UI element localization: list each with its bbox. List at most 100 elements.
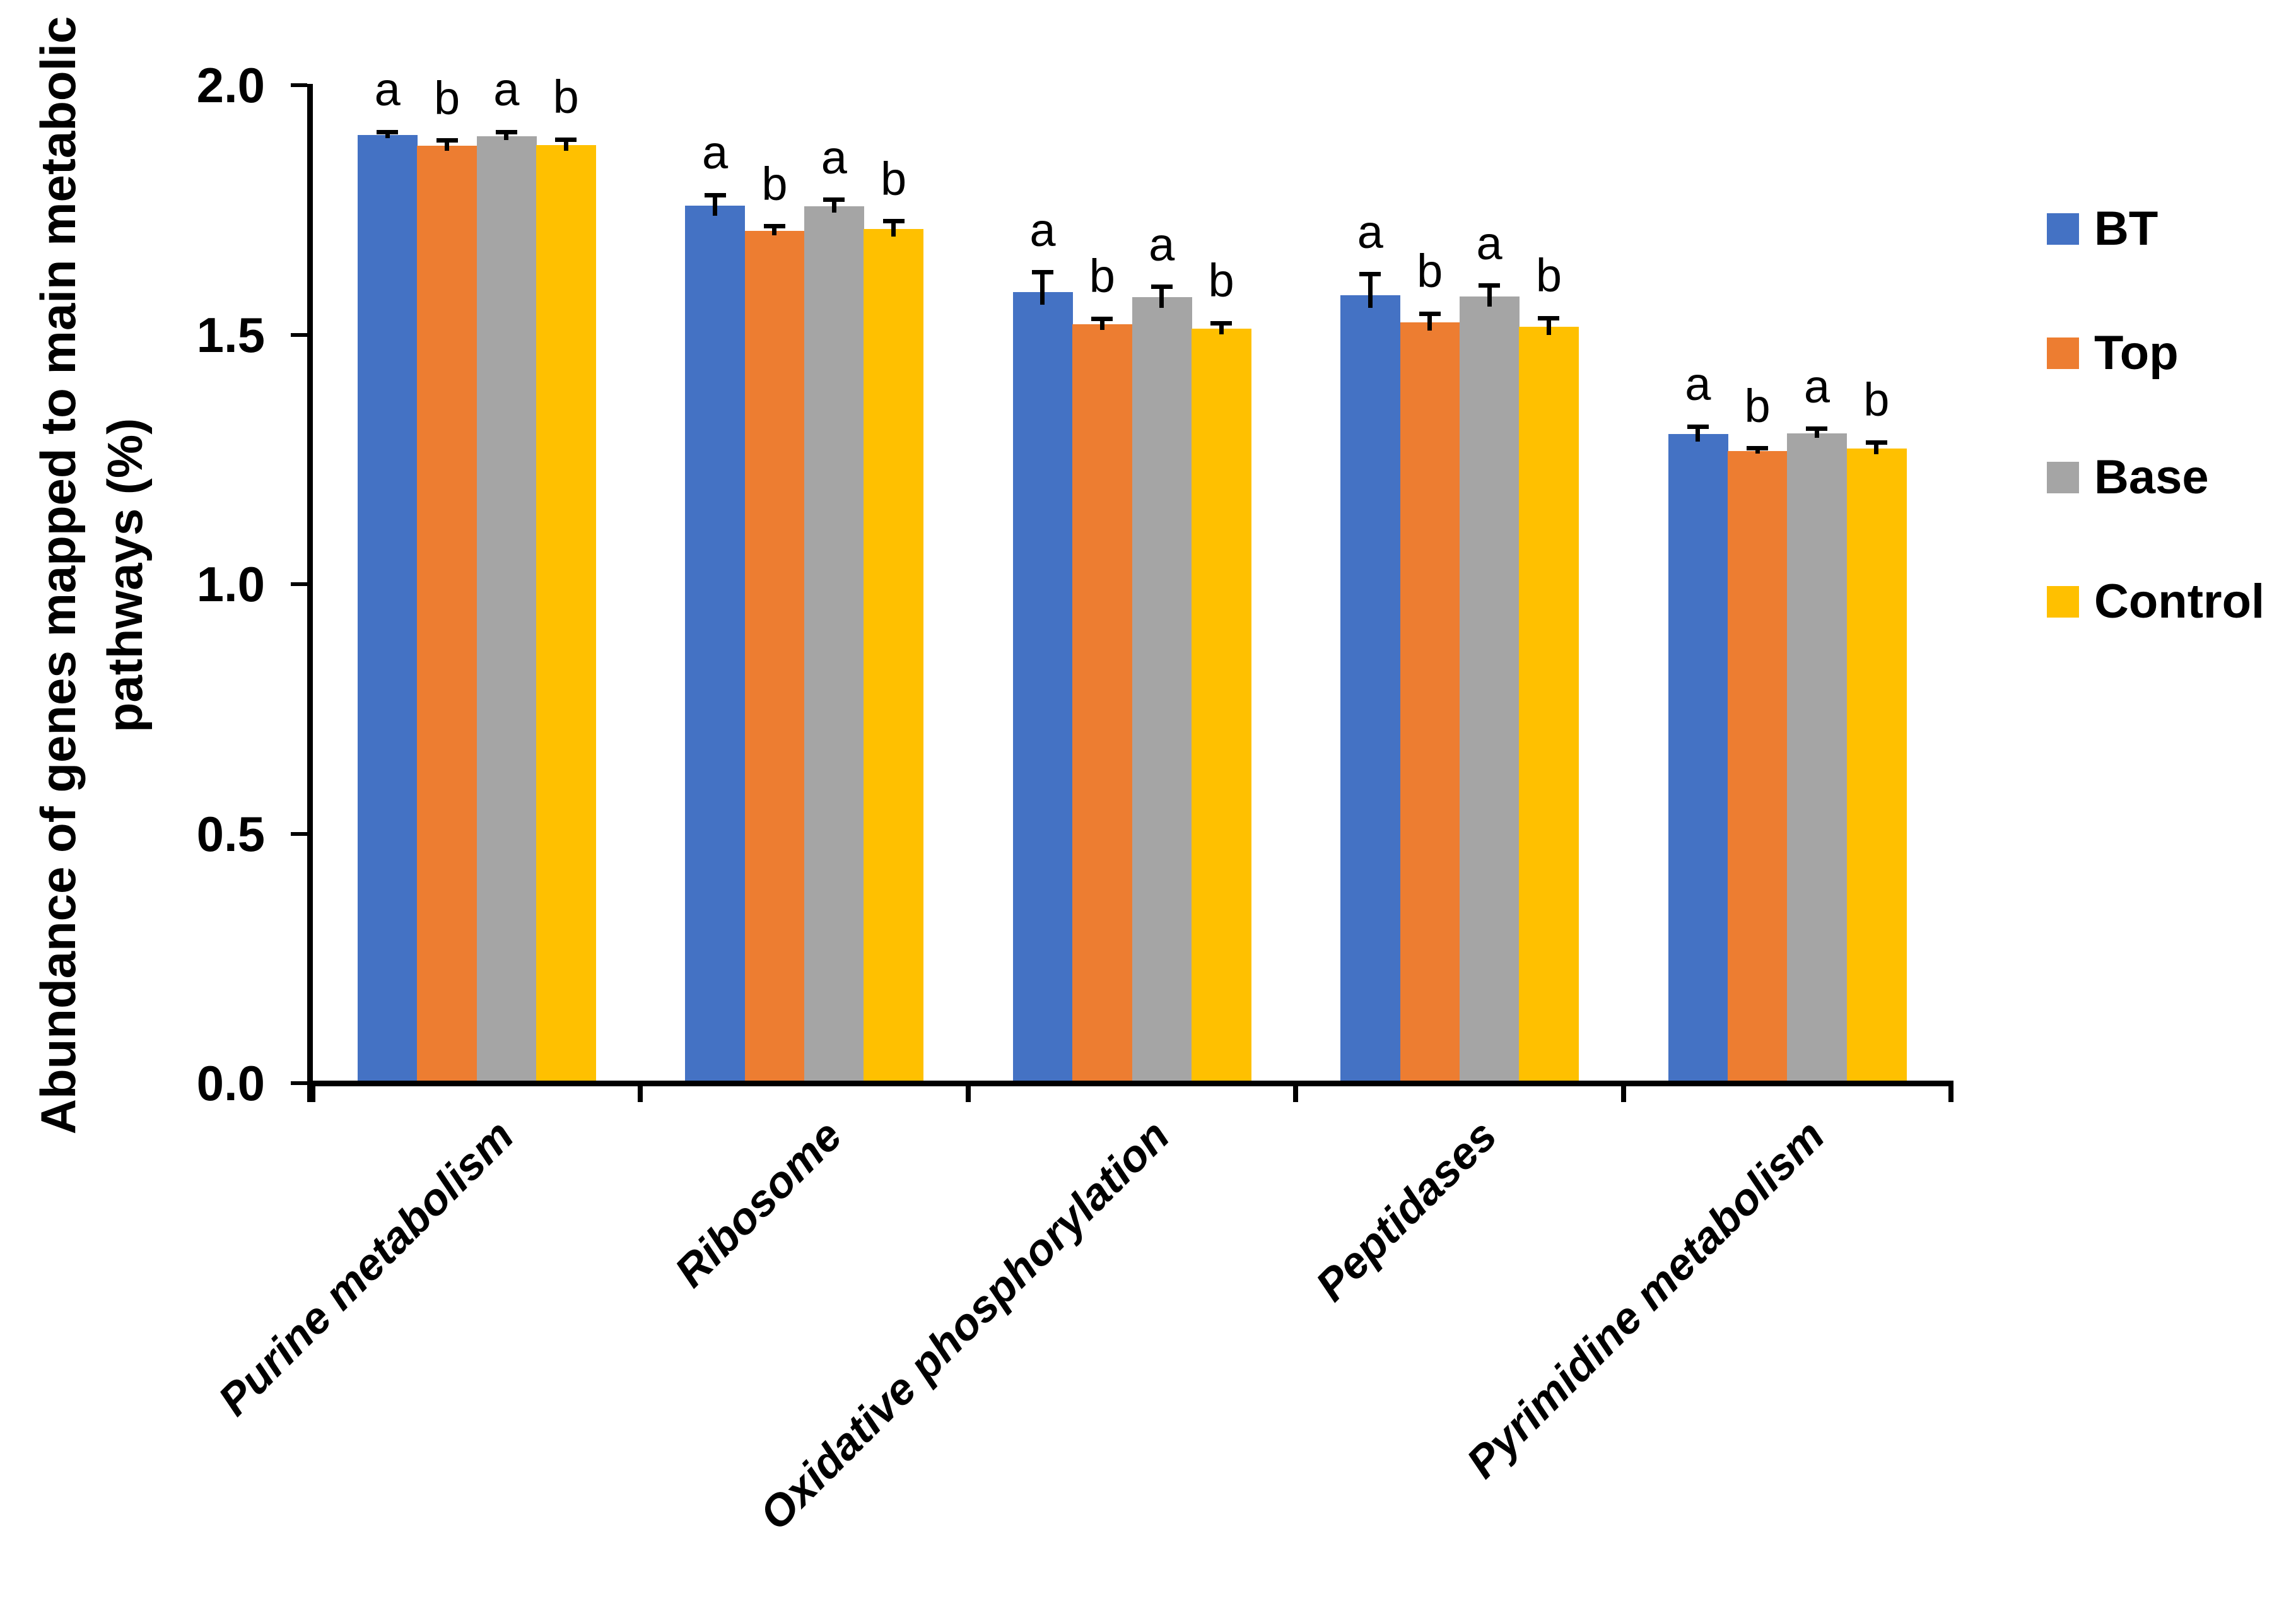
sig-letter: b (1863, 373, 1890, 426)
category-label-3: Peptidases (1306, 1110, 1506, 1311)
legend-label-top: Top (2094, 326, 2179, 380)
bar-bt-0 (358, 135, 418, 1083)
bar-base-2 (1132, 297, 1192, 1083)
error-bar-cap (1538, 315, 1560, 320)
error-bar-line (563, 139, 568, 151)
bar-control-3 (1519, 326, 1579, 1083)
legend-label-control: Control (2094, 575, 2265, 628)
legend-label-bt: BT (2094, 202, 2158, 255)
sig-letter: b (1417, 245, 1443, 298)
sig-letter: b (433, 71, 460, 124)
error-bar-line (445, 140, 450, 151)
sig-letter: a (493, 63, 520, 116)
error-bar-line (504, 132, 509, 140)
sig-letter: a (701, 126, 729, 179)
bar-top-1 (744, 230, 805, 1083)
bar-bt-1 (685, 205, 746, 1083)
category-label-1: Ribosome (665, 1110, 851, 1297)
sig-letter: a (1149, 218, 1175, 271)
y-tick-label: 1.5 (196, 307, 265, 363)
sig-letter: b (761, 157, 788, 210)
error-bar-cap (823, 197, 845, 202)
error-bar-line (772, 226, 777, 236)
error-bar-line (1546, 318, 1551, 336)
error-bar-cap (1359, 272, 1381, 277)
bar-bt-3 (1340, 295, 1401, 1083)
bar-control-2 (1191, 329, 1251, 1083)
sig-letter: a (1803, 360, 1830, 413)
y-axis-line (307, 84, 313, 1102)
error-bar-cap (495, 129, 517, 134)
bar-top-2 (1072, 324, 1133, 1083)
bar-top-3 (1400, 322, 1460, 1083)
error-bar-cap (1865, 440, 1887, 445)
error-bar-line (1368, 274, 1373, 308)
error-bar-line (1427, 314, 1432, 331)
sig-letter: a (374, 63, 401, 116)
legend-swatch-top (2047, 337, 2079, 369)
sig-letter: b (881, 152, 907, 205)
y-tick-label: 0.0 (196, 1055, 265, 1111)
legend-swatch-base (2047, 462, 2079, 493)
error-bar-cap (704, 192, 726, 197)
error-bar-line (891, 221, 896, 237)
category-label-0: Purine metabolism (209, 1110, 524, 1425)
bar-top-4 (1727, 450, 1788, 1083)
legend-swatch-bt (2047, 213, 2079, 245)
error-bar-cap (1747, 446, 1769, 451)
sig-letter: b (1208, 254, 1234, 307)
bar-control-4 (1846, 448, 1907, 1083)
error-bar-line (1219, 323, 1224, 334)
bar-base-0 (476, 136, 537, 1083)
error-bar-cap (1479, 283, 1501, 288)
bar-control-1 (864, 228, 924, 1083)
bar-base-1 (804, 206, 865, 1083)
error-bar-cap (1419, 311, 1441, 316)
x-tick (965, 1083, 971, 1102)
error-bar-cap (436, 138, 458, 143)
bar-base-4 (1787, 433, 1848, 1083)
error-bar-line (831, 199, 836, 213)
sig-letter: a (1029, 203, 1056, 256)
y-tick (291, 83, 307, 87)
sig-letter: a (821, 131, 847, 184)
error-bar-line (1696, 426, 1701, 442)
bar-bt-2 (1012, 292, 1073, 1083)
category-label-4: Pyrimidine metabolism (1457, 1110, 1834, 1488)
x-tick (1948, 1083, 1953, 1102)
error-bar-cap (882, 219, 905, 224)
bar-control-0 (536, 144, 597, 1083)
error-bar-line (1099, 319, 1104, 330)
x-tick (1293, 1083, 1299, 1102)
error-bar-cap (763, 224, 785, 229)
legend-label-base: Base (2094, 450, 2209, 504)
y-tick (291, 831, 307, 836)
y-tick (291, 582, 307, 586)
error-bar-cap (1210, 320, 1233, 326)
error-bar-line (385, 132, 390, 138)
x-tick (310, 1083, 315, 1102)
error-bar-line (1814, 428, 1819, 438)
error-bar-cap (1687, 424, 1709, 429)
error-bar-cap (1031, 270, 1053, 275)
y-tick-label: 2.0 (196, 57, 265, 113)
sig-letter: a (1476, 216, 1502, 269)
bar-bt-4 (1668, 433, 1728, 1083)
y-tick (291, 1081, 307, 1085)
sig-letter: b (553, 71, 579, 124)
error-bar-line (713, 195, 718, 216)
bar-top-0 (417, 145, 477, 1083)
x-tick (638, 1083, 643, 1102)
sig-letter: b (1089, 250, 1115, 303)
y-tick-label: 1.0 (196, 556, 265, 612)
error-bar-line (1874, 442, 1879, 455)
error-bar-line (1755, 448, 1760, 454)
legend-swatch-control (2047, 586, 2079, 618)
sig-letter: a (1685, 358, 1711, 411)
error-bar-cap (1806, 426, 1828, 431)
error-bar-line (1040, 272, 1045, 305)
error-bar-cap (1151, 285, 1173, 290)
bar-base-3 (1459, 296, 1520, 1083)
error-bar-line (1487, 285, 1492, 307)
